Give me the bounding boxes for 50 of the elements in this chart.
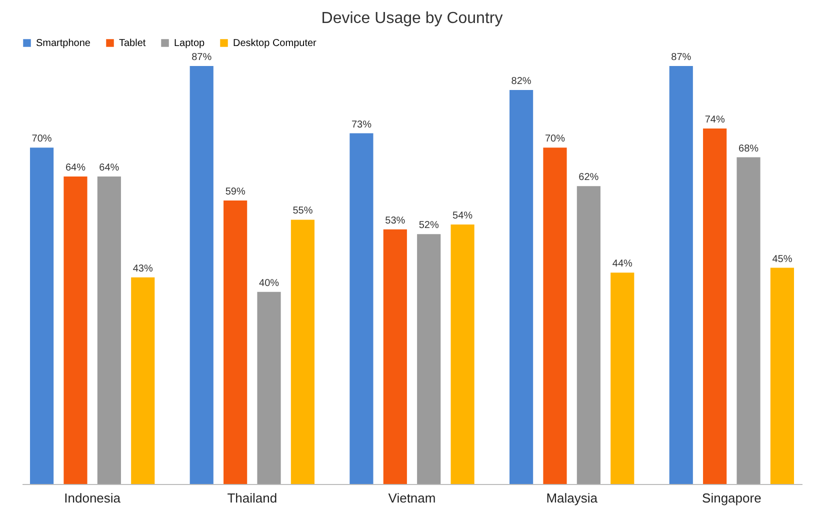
bar <box>64 176 88 484</box>
legend-label: Laptop <box>174 38 206 49</box>
bar <box>350 133 374 484</box>
bar <box>257 292 281 484</box>
x-tick-label: Malaysia <box>546 490 598 506</box>
bar <box>703 128 727 484</box>
data-label: 82% <box>511 76 532 88</box>
data-label: 59% <box>225 186 246 198</box>
data-label: 45% <box>772 254 792 265</box>
bar <box>610 272 634 484</box>
data-label: 54% <box>452 210 473 222</box>
data-label: 68% <box>738 143 759 154</box>
data-label: 87% <box>192 52 212 63</box>
bar <box>510 90 534 484</box>
data-label: 62% <box>578 172 599 184</box>
bar <box>450 224 474 484</box>
data-label: 44% <box>612 258 632 270</box>
bar <box>576 186 600 484</box>
bar <box>669 66 693 484</box>
bar <box>30 148 54 484</box>
data-label: 43% <box>132 263 153 274</box>
data-label: 70% <box>32 134 52 145</box>
bar <box>97 176 121 484</box>
bar <box>383 229 407 484</box>
data-label: 70% <box>544 134 566 145</box>
bar <box>543 148 567 484</box>
bar <box>417 234 441 484</box>
data-label: 55% <box>292 206 313 217</box>
bar <box>224 200 248 484</box>
data-label: 52% <box>418 220 439 232</box>
data-label: 64% <box>65 162 86 174</box>
bar <box>770 268 794 484</box>
bar <box>190 66 214 484</box>
legend-label: Desktop Computer <box>233 38 318 49</box>
bar <box>736 157 760 484</box>
bar <box>131 277 155 484</box>
data-label: 87% <box>671 52 692 63</box>
data-label: 53% <box>385 215 406 226</box>
bar <box>290 220 314 484</box>
x-tick-label: Vietnam <box>388 490 436 506</box>
chart-title: Device Usage by Country <box>321 10 503 27</box>
data-label: 74% <box>704 114 725 126</box>
x-tick-label: Singapore <box>702 490 762 506</box>
x-tick-label: Indonesia <box>64 490 122 506</box>
legend-label: Tablet <box>119 38 146 49</box>
legend-label: Smartphone <box>36 38 91 49</box>
x-tick-label: Thailand <box>227 490 278 506</box>
data-label: 73% <box>351 119 372 130</box>
data-label: 64% <box>99 162 120 174</box>
data-label: 40% <box>259 278 280 289</box>
